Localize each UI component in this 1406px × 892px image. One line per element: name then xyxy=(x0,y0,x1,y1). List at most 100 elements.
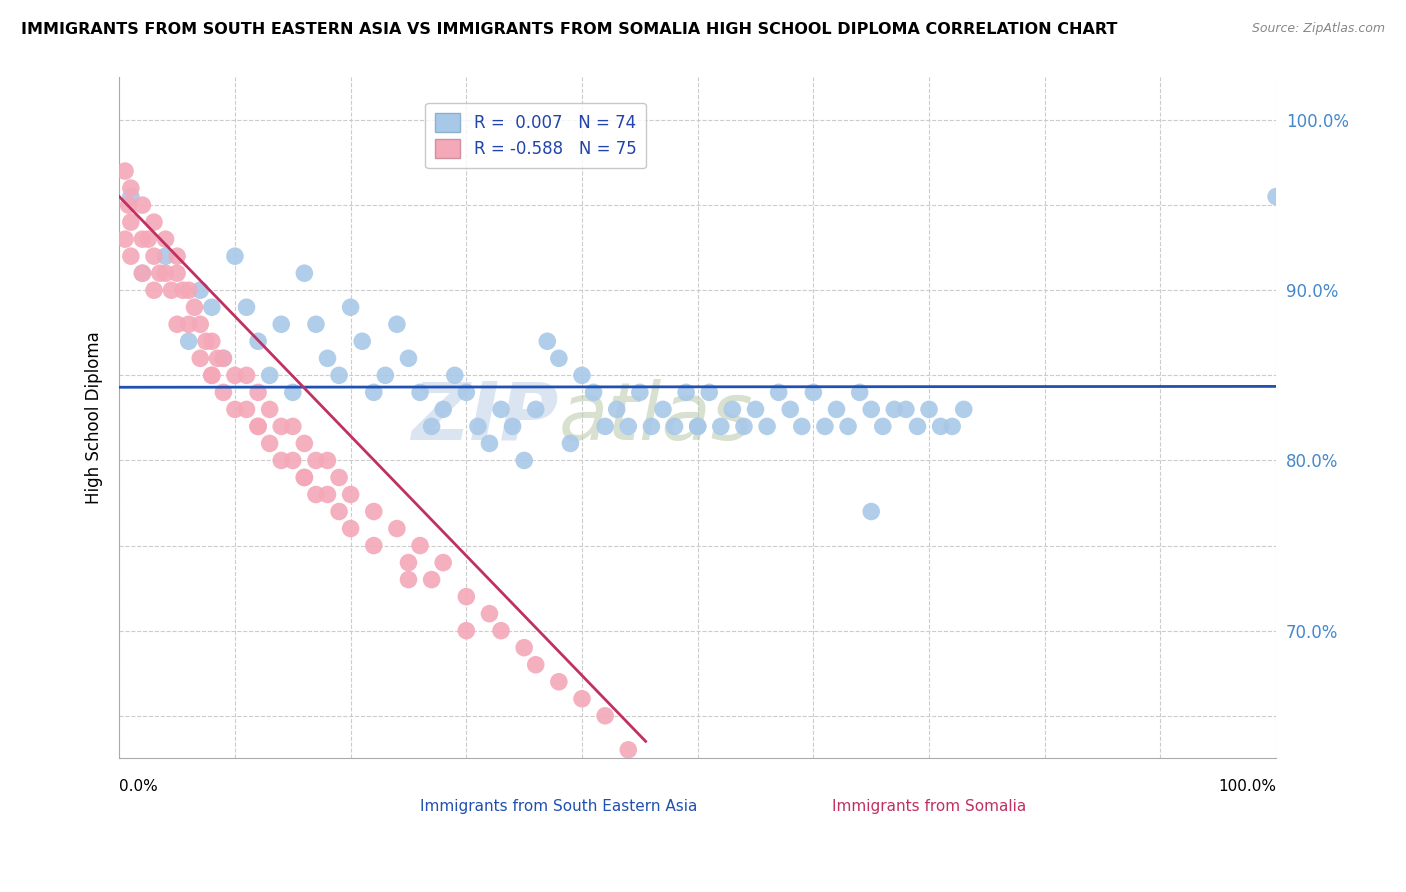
Point xyxy=(1265,189,1288,203)
Point xyxy=(733,419,755,434)
Point xyxy=(235,368,257,383)
Point xyxy=(710,419,733,434)
Point xyxy=(432,556,454,570)
Point xyxy=(593,708,616,723)
Point xyxy=(281,419,304,434)
Text: Immigrants from South Eastern Asia: Immigrants from South Eastern Asia xyxy=(420,799,697,814)
Point xyxy=(177,334,200,349)
Point xyxy=(456,590,478,604)
Point xyxy=(571,691,593,706)
Point xyxy=(136,232,159,246)
Point xyxy=(247,385,270,400)
Point xyxy=(207,351,229,366)
Point xyxy=(582,385,605,400)
Point xyxy=(114,164,136,178)
Point xyxy=(524,657,547,672)
Point xyxy=(328,504,350,518)
Point xyxy=(628,385,651,400)
Point xyxy=(513,640,536,655)
Point xyxy=(259,436,281,450)
Point xyxy=(409,539,432,553)
Point xyxy=(292,470,315,484)
Point xyxy=(790,419,813,434)
Point xyxy=(292,266,315,280)
Point xyxy=(941,419,963,434)
Point xyxy=(177,318,200,332)
Point xyxy=(316,453,339,467)
Point xyxy=(155,232,177,246)
Point xyxy=(513,453,536,467)
Point xyxy=(212,351,235,366)
Point xyxy=(502,419,524,434)
Point xyxy=(339,522,361,536)
Point xyxy=(617,419,640,434)
Point xyxy=(560,436,582,450)
Point xyxy=(172,283,194,297)
Point xyxy=(212,351,235,366)
Point xyxy=(409,385,432,400)
Point xyxy=(837,419,859,434)
Point xyxy=(374,368,396,383)
Point xyxy=(224,368,246,383)
Point xyxy=(385,318,408,332)
Point xyxy=(929,419,952,434)
Point xyxy=(188,351,211,366)
Point xyxy=(270,419,292,434)
Point xyxy=(420,573,443,587)
Point xyxy=(617,743,640,757)
Point xyxy=(801,385,824,400)
Point xyxy=(420,419,443,434)
Point xyxy=(131,266,153,280)
Point xyxy=(328,368,350,383)
Point xyxy=(536,334,558,349)
Point xyxy=(120,249,142,263)
Point xyxy=(768,385,790,400)
Point xyxy=(201,368,224,383)
Point xyxy=(467,419,489,434)
Point xyxy=(894,402,917,417)
Point xyxy=(664,419,686,434)
Point xyxy=(177,283,200,297)
Point xyxy=(143,249,166,263)
Point xyxy=(756,419,779,434)
Point xyxy=(398,556,420,570)
Point xyxy=(489,402,512,417)
Point xyxy=(478,436,501,450)
Point xyxy=(131,232,153,246)
Point xyxy=(201,334,224,349)
Point xyxy=(166,266,188,280)
Point xyxy=(143,215,166,229)
Point xyxy=(547,351,569,366)
Point xyxy=(224,249,246,263)
Point xyxy=(456,624,478,638)
Text: ZIP: ZIP xyxy=(412,379,558,457)
Point xyxy=(281,453,304,467)
Point xyxy=(160,283,183,297)
Point xyxy=(235,402,257,417)
Point xyxy=(547,674,569,689)
Point xyxy=(918,402,941,417)
Point xyxy=(697,385,720,400)
Point xyxy=(883,402,905,417)
Point xyxy=(640,419,662,434)
Point xyxy=(120,189,142,203)
Point xyxy=(292,470,315,484)
Point xyxy=(363,539,385,553)
Point xyxy=(432,402,454,417)
Point xyxy=(744,402,766,417)
Point xyxy=(305,318,328,332)
Point xyxy=(652,402,675,417)
Point xyxy=(166,249,188,263)
Text: atlas: atlas xyxy=(558,379,754,457)
Point xyxy=(606,402,628,417)
Point xyxy=(907,419,929,434)
Point xyxy=(339,300,361,314)
Point xyxy=(131,266,153,280)
Point xyxy=(848,385,870,400)
Point xyxy=(247,334,270,349)
Point xyxy=(212,385,235,400)
Point xyxy=(305,487,328,501)
Point xyxy=(292,436,315,450)
Point xyxy=(114,232,136,246)
Point xyxy=(201,368,224,383)
